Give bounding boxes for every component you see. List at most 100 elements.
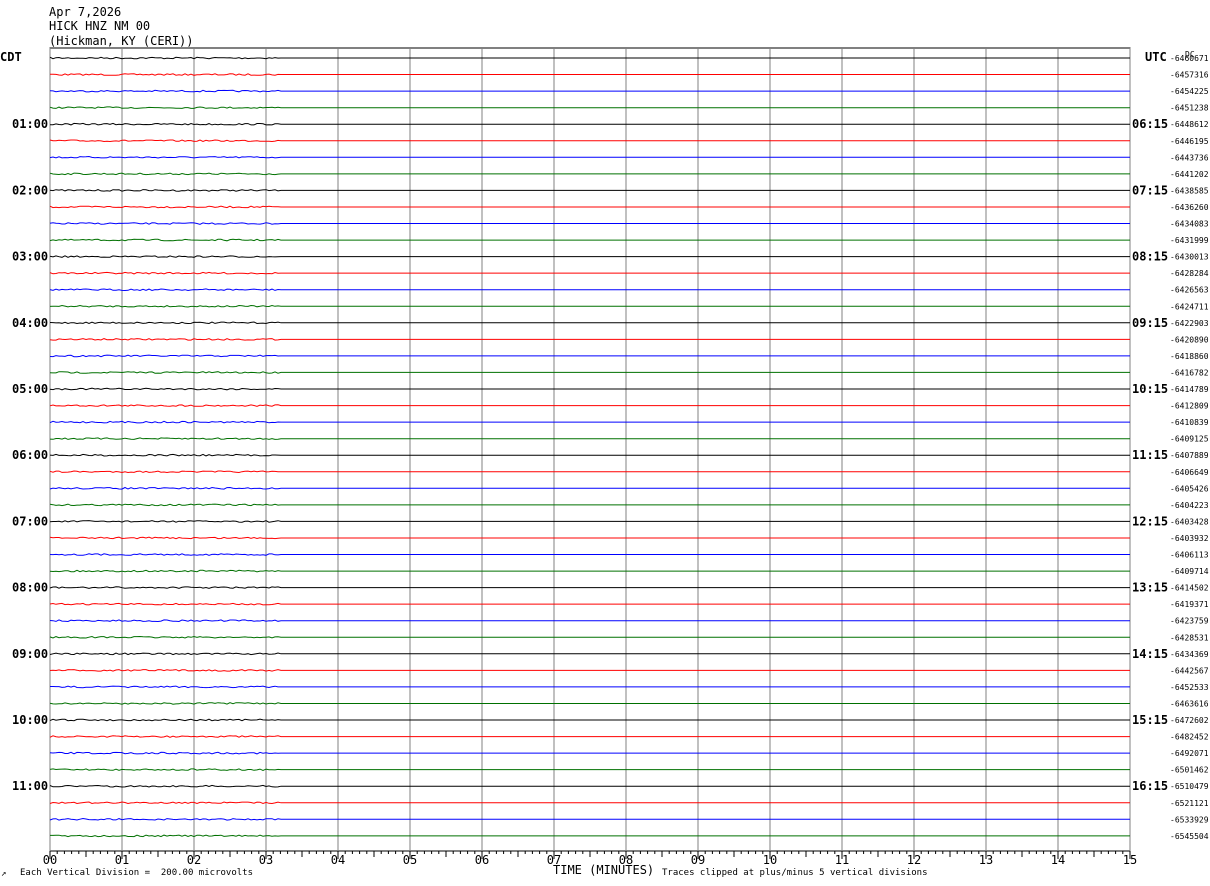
trace-row	[49, 635, 1130, 639]
dc-offset-label: -6406649	[1170, 468, 1209, 477]
trace-row	[49, 288, 1130, 292]
trace-row	[49, 404, 1130, 407]
dc-offset-label: -6434369	[1170, 650, 1209, 659]
dc-offset-label: -6446195	[1170, 137, 1209, 146]
trace-row	[49, 271, 1130, 275]
dc-offset-label: -6431999	[1170, 236, 1209, 245]
x-tick-label: 11	[835, 853, 849, 867]
dc-offset-label: -6409125	[1170, 435, 1209, 444]
dc-offset-label: -6414502	[1170, 584, 1209, 593]
dc-offset-label: -6492071	[1170, 749, 1209, 758]
dc-offset-label: -6403932	[1170, 534, 1209, 543]
dc-offset-label: -6406113	[1170, 551, 1209, 560]
trace-row	[49, 420, 1130, 424]
header-location: (Hickman, KY (CERI))	[49, 34, 194, 48]
dc-offset-label: -6441202	[1170, 170, 1209, 179]
trace-row	[49, 387, 1130, 391]
left-time-label: 01:00	[12, 117, 48, 131]
left-time-label: 03:00	[12, 250, 48, 264]
dc-offset-label: -6545504	[1170, 832, 1209, 841]
x-axis-title: TIME (MINUTES)	[553, 863, 655, 877]
right-time-label: 06:15	[1132, 117, 1168, 131]
dc-offset-label: -6426563	[1170, 286, 1209, 295]
right-time-label: 11:15	[1132, 448, 1168, 462]
dc-offset-label: -6428284	[1170, 269, 1209, 278]
x-tick-label: 01	[115, 853, 129, 867]
x-tick-label: 12	[907, 853, 921, 867]
trace-row	[49, 503, 1130, 507]
right-time-label: 15:15	[1132, 713, 1168, 727]
trace-row	[49, 718, 1130, 722]
left-time-label: 07:00	[12, 514, 48, 528]
dc-offset-label: -6510479	[1170, 782, 1209, 791]
dc-offset-label: -6423759	[1170, 617, 1209, 626]
left-time-label: 10:00	[12, 713, 48, 727]
trace-row	[49, 735, 1130, 738]
trace-row	[49, 437, 1130, 440]
dc-offset-label: -6482452	[1170, 733, 1209, 742]
right-time-label: 12:15	[1132, 514, 1168, 528]
x-tick-label: 07	[547, 853, 561, 867]
trace-row	[49, 751, 1130, 755]
left-time-label: 02:00	[12, 183, 48, 197]
trace-row	[49, 122, 1130, 126]
trace-row	[49, 619, 1130, 623]
dc-offset-label: -6412809	[1170, 402, 1209, 411]
dc-offset-label: -6436260	[1170, 203, 1209, 212]
dc-offset-label: -6405426	[1170, 484, 1209, 493]
x-tick-label: 02	[187, 853, 201, 867]
header-station: HICK HNZ NM 00	[49, 19, 151, 33]
x-tick-label: 05	[403, 853, 417, 867]
left-time-label: 09:00	[12, 647, 48, 661]
dc-offset-label: -6521121	[1170, 799, 1209, 808]
trace-row	[49, 486, 1130, 490]
dc-offset-label: -6403428	[1170, 517, 1209, 526]
dc-offset-label: -6442567	[1170, 666, 1209, 675]
x-tick-label: 06	[475, 853, 489, 867]
trace-row	[49, 321, 1130, 325]
trace-row	[49, 536, 1130, 540]
dc-label: DC	[1185, 50, 1195, 59]
trace-row	[49, 172, 1130, 176]
scale-note: Each Vertical Division = 200.00 microvol…	[20, 868, 253, 878]
x-tick-label: 10	[763, 853, 777, 867]
left-time-label: 06:00	[12, 448, 48, 462]
right-time-label: 10:15	[1132, 382, 1168, 396]
dc-offset-label: -6434083	[1170, 220, 1209, 229]
trace-layer	[49, 56, 1130, 838]
dc-offset-label: -6452533	[1170, 683, 1209, 692]
trace-row	[49, 189, 1130, 192]
trace-row	[50, 685, 1130, 689]
trace-row	[49, 652, 1130, 656]
clip-note: Traces clipped at plus/minus 5 vertical …	[662, 868, 928, 878]
trace-row	[49, 768, 1130, 771]
dc-offset-label: -6430013	[1170, 253, 1209, 262]
dc-offset-label: -6410839	[1170, 418, 1209, 427]
dc-offset-label: -6416782	[1170, 368, 1209, 377]
dc-offset-label: -6463616	[1170, 699, 1209, 708]
x-tick-label: 08	[619, 853, 633, 867]
plot-frame	[49, 47, 1131, 852]
trace-row	[49, 520, 1130, 523]
x-tick-label: 00	[43, 853, 57, 867]
trace-row	[50, 834, 1130, 838]
dc-offset-label: -6460671	[1170, 54, 1209, 63]
trace-row	[49, 304, 1130, 308]
trace-row	[49, 801, 1130, 805]
trace-row	[49, 354, 1130, 358]
trace-row	[49, 784, 1130, 788]
x-tick-label: 03	[259, 853, 273, 867]
dc-offset-label: -6404223	[1170, 501, 1209, 510]
dc-offset-label: -6407889	[1170, 451, 1209, 460]
right-time-label: 14:15	[1132, 647, 1168, 661]
trace-row	[50, 73, 1130, 76]
trace-row	[49, 56, 1130, 60]
trace-row	[49, 371, 1130, 374]
right-time-label: 09:15	[1132, 316, 1168, 330]
trace-row	[49, 453, 1130, 457]
trace-row	[49, 586, 1130, 589]
dc-offset-label: -6438585	[1170, 186, 1209, 195]
x-tick-label: 13	[979, 853, 993, 867]
trace-row	[49, 155, 1130, 159]
